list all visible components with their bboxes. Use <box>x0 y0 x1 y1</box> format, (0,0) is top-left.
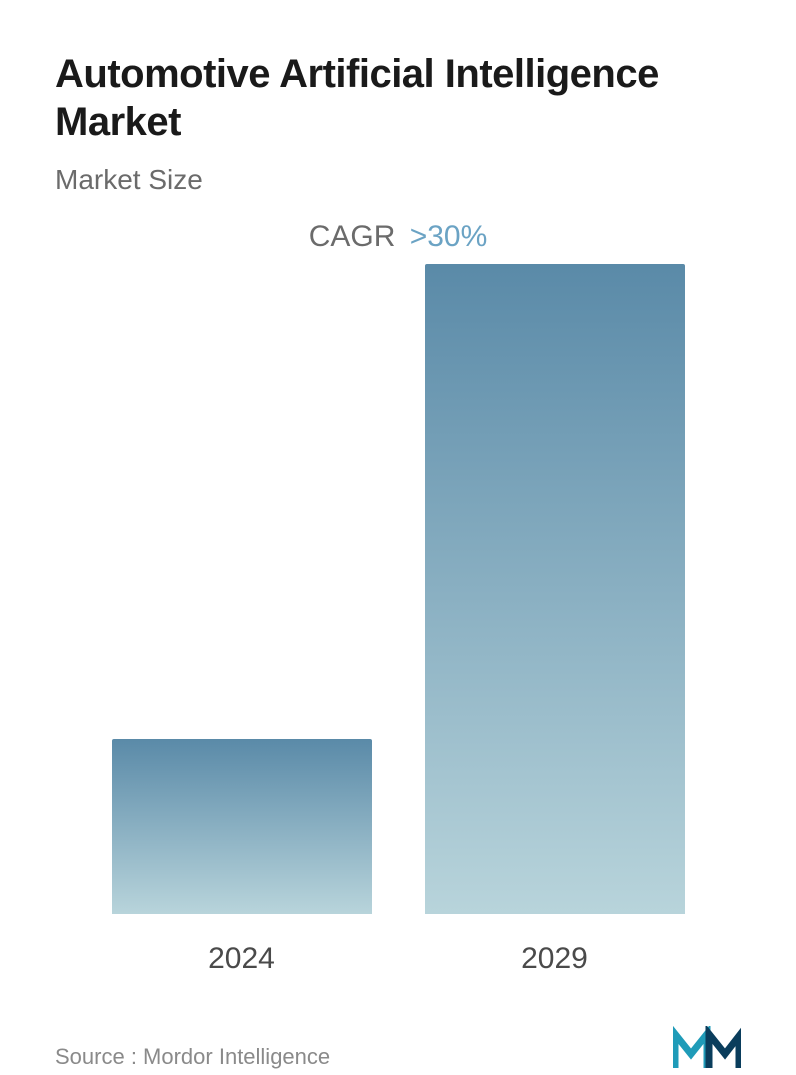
cagr-value: >30% <box>410 220 488 253</box>
cagr-row: CAGR >30% <box>55 220 741 254</box>
chart-container: Automotive Artificial Intelligence Marke… <box>0 0 796 1034</box>
chart-footer: Source : Mordor Intelligence <box>55 1026 741 1075</box>
chart-area: 2024 2029 <box>55 264 741 976</box>
source-text: Source : Mordor Intelligence <box>55 1044 330 1070</box>
chart-title: Automotive Artificial Intelligence Marke… <box>55 50 741 146</box>
bar-wrapper-2029: 2029 <box>425 264 685 976</box>
bar-label-2024: 2024 <box>208 942 275 976</box>
cagr-label: CAGR <box>309 220 396 253</box>
bar-label-2029: 2029 <box>521 942 588 976</box>
bar-2029 <box>425 264 685 914</box>
bar-2024 <box>112 739 372 914</box>
chart-subtitle: Market Size <box>55 164 741 196</box>
bar-wrapper-2024: 2024 <box>112 739 372 976</box>
mordor-logo-icon <box>673 1026 741 1070</box>
